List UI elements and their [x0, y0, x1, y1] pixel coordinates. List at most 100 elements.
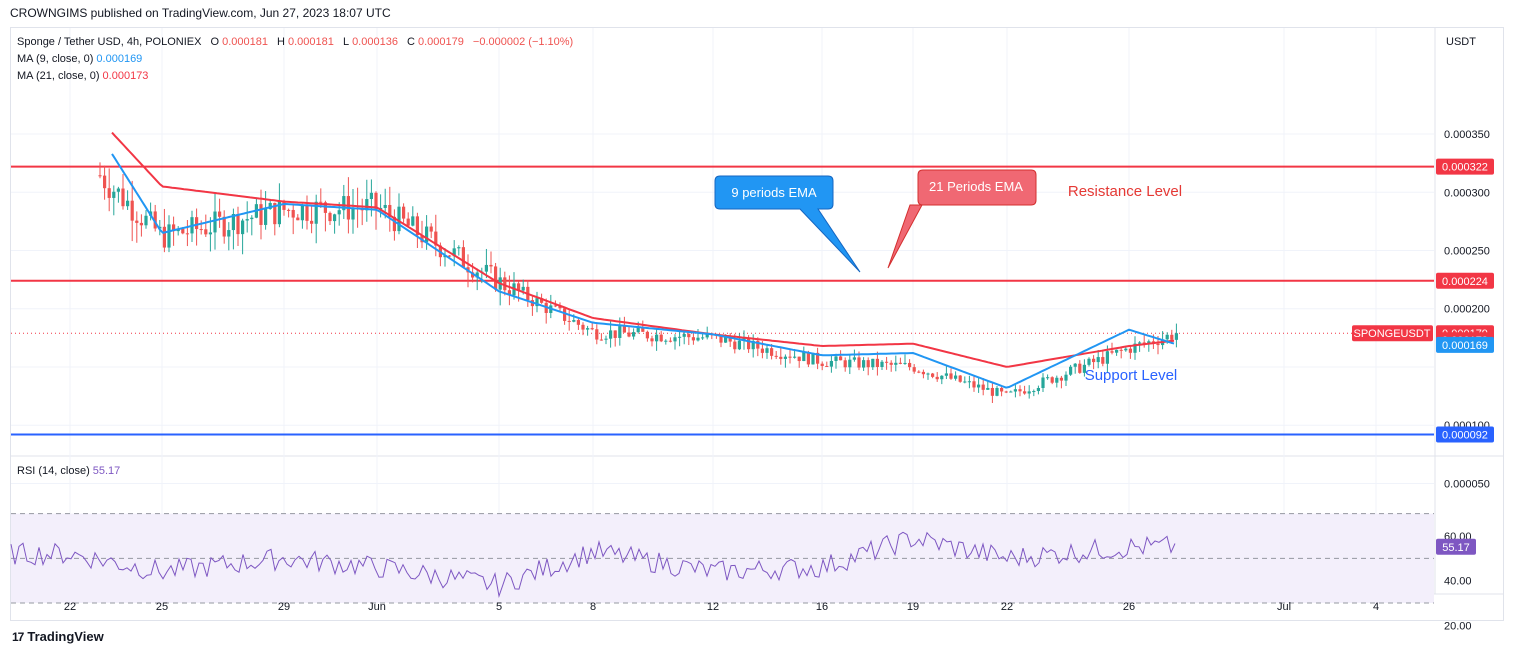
candle-body — [894, 362, 898, 365]
candle-body — [107, 188, 111, 198]
candle-body — [1087, 358, 1091, 365]
candle-body — [921, 371, 925, 375]
price-axis-unit: USDT — [1446, 36, 1476, 48]
candle-body — [691, 337, 695, 341]
candle-body — [540, 298, 544, 303]
ma21-legend: MA (21, close, 0) 0.000173 — [17, 70, 148, 82]
candle-body — [162, 226, 166, 248]
ma9-line — [111, 153, 1175, 389]
symbol-badge — [1352, 325, 1433, 342]
candle-body — [1165, 334, 1169, 340]
candle-body — [1174, 333, 1178, 340]
candle-body — [788, 356, 792, 358]
candle-body — [834, 356, 838, 361]
candle-body — [1059, 377, 1063, 381]
candle-body — [434, 231, 438, 246]
time-tick-label: 4 — [1373, 601, 1379, 613]
candle-body — [903, 362, 907, 364]
time-tick-label: 29 — [278, 601, 290, 613]
candle-body — [172, 224, 176, 232]
candle-body — [204, 229, 208, 235]
price-badge-text: 0.000092 — [1442, 430, 1488, 442]
candle-body — [374, 192, 378, 210]
rsi-badge-text: 55.17 — [1442, 542, 1470, 554]
candle-body — [572, 320, 576, 322]
price-tick-label: 0.000050 — [1444, 478, 1490, 490]
candle-body — [632, 332, 636, 337]
time-tick-label: 22 — [1001, 601, 1013, 613]
ema21-callout-box — [887, 169, 1037, 269]
candle-body — [475, 272, 479, 278]
candle-body — [503, 277, 507, 291]
candle-body — [521, 286, 525, 291]
candle-body — [259, 204, 263, 225]
symbol-legend: Sponge / Tether USD, 4h, POLONIEX O 0.000… — [17, 36, 573, 48]
candle-body — [369, 192, 373, 200]
low-label: L — [342, 36, 350, 48]
candle-body — [1105, 351, 1109, 364]
candle-body — [576, 320, 580, 325]
candle-body — [397, 206, 401, 232]
close-value: 0.000179 — [417, 36, 464, 48]
candle-body — [1073, 363, 1077, 367]
candle-body — [144, 215, 148, 226]
candle-body — [461, 247, 465, 268]
candle-body — [1078, 363, 1082, 373]
candle-body — [880, 361, 884, 367]
candle-body — [682, 333, 686, 337]
candle-body — [935, 376, 939, 380]
candle-body — [1032, 391, 1036, 393]
candle-body — [507, 290, 511, 296]
candle-body — [282, 200, 286, 210]
candle-body — [1170, 334, 1174, 340]
candle-body — [563, 308, 567, 321]
candle-body — [728, 337, 732, 342]
candle-body — [457, 247, 461, 249]
candle-body — [977, 384, 981, 388]
candle-body — [1027, 391, 1031, 394]
candle-body — [1018, 389, 1022, 392]
tradingview-footer[interactable]: 17 TradingView — [12, 629, 104, 644]
candle-body — [857, 357, 861, 368]
time-tick-label: 8 — [590, 601, 596, 613]
rsi-label: RSI (14, close) — [17, 465, 90, 477]
candle-body — [452, 248, 456, 257]
candle-body — [185, 233, 189, 235]
candle-body — [737, 340, 741, 350]
candle-body — [296, 217, 300, 221]
candle-body — [733, 341, 737, 350]
candle-body — [1041, 377, 1045, 389]
candle-body — [213, 211, 217, 233]
candle-body — [291, 209, 295, 218]
candle-body — [126, 200, 130, 207]
ma21-line — [111, 131, 1175, 368]
candle-body — [273, 202, 277, 225]
candle-body — [848, 359, 852, 368]
rsi-value: 55.17 — [92, 465, 121, 477]
candle-body — [866, 360, 870, 368]
candle-body — [245, 219, 249, 221]
candle-body — [1013, 389, 1017, 392]
candle-body — [783, 356, 787, 359]
candle-body — [222, 216, 226, 237]
candle-body — [701, 337, 705, 339]
time-tick-label: 25 — [156, 601, 168, 613]
candle-body — [1069, 366, 1073, 375]
candle-body — [618, 326, 622, 338]
candle-body — [995, 387, 999, 396]
candle-body — [636, 327, 640, 333]
candle-body — [1004, 391, 1008, 393]
time-tick-label: Jul — [1277, 601, 1291, 613]
candle-body — [116, 188, 120, 192]
candle-body — [158, 226, 162, 229]
candle-body — [664, 340, 668, 342]
symbol-badge-text: SPONGEUSDT — [1353, 328, 1430, 340]
candle-body — [333, 214, 337, 222]
rsi-tick-label: 20.00 — [1444, 620, 1472, 632]
candle-body — [181, 228, 185, 234]
candle-body — [277, 200, 281, 225]
candle-body — [609, 330, 613, 339]
rsi-line — [10, 531, 1176, 598]
candle-body — [130, 200, 134, 221]
